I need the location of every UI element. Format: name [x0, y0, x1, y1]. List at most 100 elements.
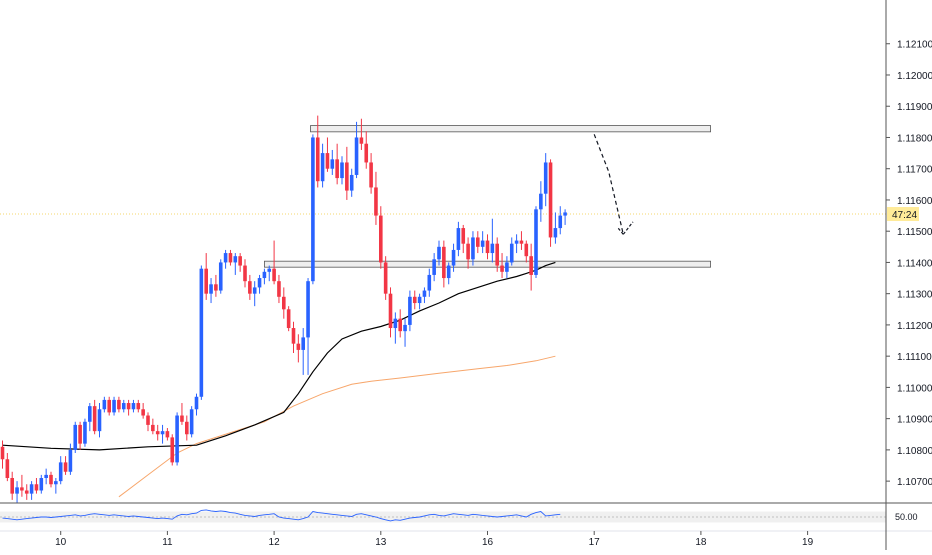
candle-91[interactable] — [442, 240, 446, 288]
candle-53[interactable] — [257, 274, 262, 294]
candle-111[interactable] — [539, 181, 543, 222]
candle-39[interactable] — [189, 406, 194, 438]
candle-48[interactable] — [233, 253, 238, 275]
candle-69[interactable] — [335, 143, 339, 185]
candle-63[interactable] — [306, 278, 310, 375]
candle-36[interactable] — [175, 412, 179, 466]
candle-14[interactable] — [68, 443, 73, 475]
candle-7[interactable] — [34, 478, 39, 494]
candle-16[interactable] — [78, 421, 82, 450]
candle-71[interactable] — [345, 146, 349, 200]
candle-3[interactable] — [15, 481, 19, 503]
candle-75[interactable] — [364, 131, 369, 169]
candle-51[interactable] — [248, 274, 252, 300]
candle-29[interactable] — [141, 403, 145, 419]
candle-19[interactable] — [92, 399, 97, 435]
candle-94[interactable] — [456, 221, 461, 257]
candle-24[interactable] — [117, 396, 121, 413]
candle-84[interactable] — [408, 290, 412, 332]
candles-group[interactable] — [0, 115, 567, 503]
candle-92[interactable] — [446, 262, 451, 285]
candle-99[interactable] — [480, 231, 485, 254]
candle-65[interactable] — [315, 115, 320, 188]
candle-61[interactable] — [296, 334, 301, 363]
candle-85[interactable] — [412, 290, 417, 310]
candle-43[interactable] — [209, 278, 213, 304]
candle-90[interactable] — [437, 240, 441, 266]
candle-2[interactable] — [10, 471, 14, 500]
candle-93[interactable] — [451, 243, 456, 272]
candle-114[interactable] — [553, 212, 558, 244]
candle-52[interactable] — [252, 281, 257, 307]
candle-72[interactable] — [349, 168, 354, 197]
candle-45[interactable] — [218, 259, 223, 294]
candle-109[interactable] — [529, 243, 533, 291]
candle-97[interactable] — [471, 231, 475, 266]
candle-55[interactable] — [267, 265, 272, 282]
candle-40[interactable] — [194, 393, 199, 416]
candle-0[interactable] — [0, 440, 5, 469]
candle-86[interactable] — [417, 293, 422, 310]
candle-6[interactable] — [29, 481, 34, 500]
candle-8[interactable] — [39, 474, 44, 494]
candle-5[interactable] — [24, 484, 29, 500]
candle-112[interactable] — [543, 153, 548, 207]
candle-62[interactable] — [301, 328, 305, 375]
candle-22[interactable] — [107, 396, 111, 416]
candle-41[interactable] — [199, 265, 204, 400]
candle-1[interactable] — [5, 453, 10, 482]
candle-54[interactable] — [262, 268, 267, 285]
candle-46[interactable] — [223, 249, 228, 269]
candle-102[interactable] — [495, 237, 499, 272]
candle-21[interactable] — [102, 396, 107, 413]
candle-56[interactable] — [272, 240, 276, 285]
candle-104[interactable] — [505, 256, 509, 279]
candle-20[interactable] — [97, 403, 102, 438]
candle-12[interactable] — [58, 456, 63, 485]
candle-32[interactable] — [155, 424, 160, 441]
candle-78[interactable] — [379, 206, 383, 269]
candle-38[interactable] — [185, 415, 189, 441]
candle-79[interactable] — [383, 256, 388, 300]
candle-34[interactable] — [165, 428, 170, 441]
candle-35[interactable] — [170, 434, 175, 466]
candle-18[interactable] — [88, 403, 92, 432]
candle-101[interactable] — [490, 218, 495, 263]
candle-10[interactable] — [49, 471, 53, 488]
candle-108[interactable] — [524, 240, 529, 263]
candle-47[interactable] — [228, 249, 233, 266]
candle-9[interactable] — [44, 468, 48, 485]
candle-37[interactable] — [180, 403, 184, 425]
candle-98[interactable] — [476, 231, 480, 254]
candle-73[interactable] — [354, 121, 359, 179]
candle-83[interactable] — [403, 318, 407, 347]
candle-15[interactable] — [73, 421, 78, 454]
candle-87[interactable] — [422, 287, 427, 304]
candle-60[interactable] — [291, 321, 296, 354]
candle-96[interactable] — [466, 237, 470, 269]
candle-88[interactable] — [427, 268, 432, 297]
candle-74[interactable] — [359, 118, 364, 150]
candle-89[interactable] — [432, 253, 436, 282]
candle-64[interactable] — [311, 134, 315, 285]
candle-33[interactable] — [160, 424, 165, 444]
candle-77[interactable] — [374, 171, 378, 225]
candle-25[interactable] — [121, 399, 126, 413]
candle-57[interactable] — [277, 274, 281, 304]
candle-4[interactable] — [20, 474, 24, 497]
candle-70[interactable] — [340, 156, 344, 185]
candle-80[interactable] — [388, 287, 393, 338]
candle-26[interactable] — [126, 399, 131, 416]
candle-50[interactable] — [243, 259, 247, 288]
candle-103[interactable] — [500, 253, 504, 279]
candle-116[interactable] — [563, 209, 567, 225]
candle-81[interactable] — [393, 312, 398, 344]
candle-67[interactable] — [325, 137, 330, 172]
candle-44[interactable] — [214, 274, 218, 297]
candle-107[interactable] — [519, 231, 524, 250]
candle-49[interactable] — [238, 253, 242, 272]
candle-95[interactable] — [461, 224, 466, 254]
candle-68[interactable] — [330, 149, 335, 175]
candle-115[interactable] — [558, 206, 563, 235]
